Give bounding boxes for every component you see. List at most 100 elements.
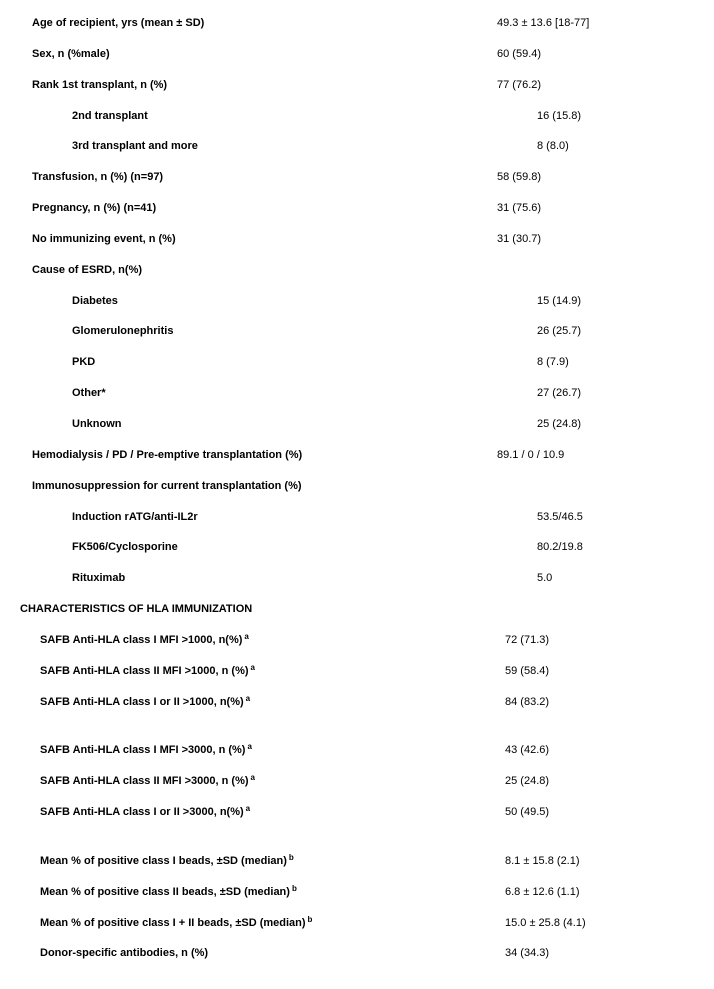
row-label-sup: b <box>306 915 313 924</box>
row-value: 59 (58.4) <box>505 664 694 679</box>
row-value: 8.1 ± 15.8 (2.1) <box>505 854 694 869</box>
row-label-sup: a <box>242 632 248 641</box>
row-label: Diabetes <box>20 294 537 309</box>
table-row: Pregnancy, n (%) (n=41) 31 (75.6) <box>20 193 694 224</box>
row-value: 27 (26.7) <box>537 386 694 401</box>
row-label: Glomerulonephritis <box>20 324 537 339</box>
table-row: Diabetes 15 (14.9) <box>20 286 694 317</box>
table-row: Transfusion, n (%) (n=97) 58 (59.8) <box>20 162 694 193</box>
row-value: 5.0 <box>537 571 694 586</box>
row-value: 89.1 / 0 / 10.9 <box>497 448 694 463</box>
table-row: FK506/Cyclosporine80.2/19.8 <box>20 532 694 563</box>
row-label-text: Pregnancy, n (%) (n=41) <box>32 202 156 214</box>
row-label: CHARACTERISTICS OF HLA IMMUNIZATION <box>20 602 485 617</box>
table-row: SAFB Anti-HLA class I MFI >3000, n (%)a4… <box>20 735 694 766</box>
row-label: 3rd transplant and more <box>20 139 537 154</box>
table-row: Rituximab 5.0 <box>20 563 694 594</box>
row-label-text: SAFB Anti-HLA class I or II >3000, n(%) <box>40 806 244 818</box>
row-label: Mean % of positive class II beads, ±SD (… <box>20 885 505 900</box>
row-label: Mean % of positive class I beads, ±SD (m… <box>20 854 505 869</box>
table-row: Other*27 (26.7) <box>20 378 694 409</box>
row-label: 2nd transplant <box>20 109 537 124</box>
row-label-text: 2nd transplant <box>72 110 148 122</box>
table-row: SAFB Anti-HLA class I or II >1000, n(%)a… <box>20 687 694 718</box>
row-value: 25 (24.8) <box>537 417 694 432</box>
row-label-sup: a <box>244 804 250 813</box>
table-row: Sex, n (%male) 60 (59.4) <box>20 39 694 70</box>
table-row: 2nd transplant16 (15.8) <box>20 101 694 132</box>
row-value: 15 (14.9) <box>537 294 694 309</box>
row-label-text: SAFB Anti-HLA class II MFI >3000, n (%) <box>40 775 249 787</box>
row-label-text: Unknown <box>72 418 122 430</box>
row-label: No immunizing event, n (%) <box>20 232 497 247</box>
row-label-text: FK506/Cyclosporine <box>72 541 178 553</box>
row-value: 50 (49.5) <box>505 805 694 820</box>
row-value: 6.8 ± 12.6 (1.1) <box>505 885 694 900</box>
row-label-text: 3rd transplant and more <box>72 140 198 152</box>
row-label: Immunosuppression for current transplant… <box>20 479 497 494</box>
row-label-text: Cause of ESRD, n(%) <box>32 264 142 276</box>
row-label-text: Rituximab <box>72 572 125 584</box>
table-row: SAFB Anti-HLA class II MFI >1000, n (%)a… <box>20 656 694 687</box>
row-label: SAFB Anti-HLA class I or II >1000, n(%)a <box>20 695 505 710</box>
table-row: Age of recipient, yrs (mean ± SD) 49.3 ± … <box>20 8 694 39</box>
row-label-sup: b <box>290 884 297 893</box>
row-label-text: Mean % of positive class I beads, ±SD (m… <box>40 855 287 867</box>
row-label-sup: a <box>245 742 251 751</box>
row-label: Sex, n (%male) <box>20 47 497 62</box>
row-value: 34 (34.3) <box>505 946 694 961</box>
row-label-text: Glomerulonephritis <box>72 325 173 337</box>
table-row: 3rd transplant and more8 (8.0) <box>20 131 694 162</box>
row-label: SAFB Anti-HLA class I or II >3000, n(%)a <box>20 805 505 820</box>
table-row: Mean % of positive class I beads, ±SD (m… <box>20 846 694 877</box>
row-value: 31 (30.7) <box>497 232 694 247</box>
table-row: Donor-specific antibodies, n (%) 34 (34.3… <box>20 938 694 969</box>
row-value: 60 (59.4) <box>497 47 694 62</box>
row-label: Hemodialysis / PD / Pre-emptive transpla… <box>20 448 497 463</box>
row-value: 72 (71.3) <box>505 633 694 648</box>
table-row: Mean % of positive class I + II beads, ±… <box>20 908 694 939</box>
table-row: No immunizing event, n (%) 31 (30.7) <box>20 224 694 255</box>
table-row: Rank 1st transplant, n (%) 77 (76.2) <box>20 70 694 101</box>
row-label-text: Diabetes <box>72 295 118 307</box>
row-label: Rank 1st transplant, n (%) <box>20 78 497 93</box>
row-value: 49.3 ± 13.6 [18-77] <box>497 16 694 31</box>
row-label-text: Rank 1st transplant, n (%) <box>32 79 167 91</box>
row-label-text: SAFB Anti-HLA class I or II >1000, n(%) <box>40 696 244 708</box>
table-row: Unknown 25 (24.8) <box>20 409 694 440</box>
table-row: CHARACTERISTICS OF HLA IMMUNIZATION <box>20 594 694 625</box>
row-label-text: Sex, n (%male) <box>32 48 110 60</box>
row-label-sup: a <box>244 694 250 703</box>
row-label-sup: a <box>249 773 255 782</box>
row-label: Pregnancy, n (%) (n=41) <box>20 201 497 216</box>
table-row: SAFB Anti-HLA class II MFI >3000, n (%)a… <box>20 766 694 797</box>
table-row: Mean % of positive class II beads, ±SD (… <box>20 877 694 908</box>
row-value: 84 (83.2) <box>505 695 694 710</box>
table-row: Hemodialysis / PD / Pre-emptive transpla… <box>20 440 694 471</box>
row-label: Donor-specific antibodies, n (%) <box>20 946 505 961</box>
row-label-sup: a <box>249 663 255 672</box>
row-label: Mean % of positive class I + II beads, ±… <box>20 916 505 931</box>
row-label: Induction rATG/anti-IL2r <box>20 510 537 525</box>
table-row: SAFB Anti-HLA class I or II >3000, n(%)a… <box>20 797 694 828</box>
row-value: 31 (75.6) <box>497 201 694 216</box>
table-row: Immunosuppression for current transplant… <box>20 471 694 502</box>
row-label: SAFB Anti-HLA class II MFI >3000, n (%)a <box>20 774 505 789</box>
row-label-text: Age of recipient, yrs (mean ± SD) <box>32 17 204 29</box>
row-label-text: PKD <box>72 356 95 368</box>
row-value: 43 (42.6) <box>505 743 694 758</box>
table-row: Cause of ESRD, n(%) <box>20 255 694 286</box>
row-value: 58 (59.8) <box>497 170 694 185</box>
table-row: SAFB Anti-HLA class I MFI >1000, n(%)a 72… <box>20 625 694 656</box>
row-value: 53.5/46.5 <box>537 510 694 525</box>
table-row: Glomerulonephritis26 (25.7) <box>20 316 694 347</box>
row-label-text: SAFB Anti-HLA class I MFI >1000, n(%) <box>40 634 242 646</box>
row-label-text: No immunizing event, n (%) <box>32 233 176 245</box>
row-label: SAFB Anti-HLA class I MFI >3000, n (%)a <box>20 743 505 758</box>
row-label-text: Transfusion, n (%) (n=97) <box>32 171 163 183</box>
row-value: 77 (76.2) <box>497 78 694 93</box>
row-label-text: CHARACTERISTICS OF HLA IMMUNIZATION <box>20 603 252 615</box>
row-label: Age of recipient, yrs (mean ± SD) <box>20 16 497 31</box>
row-label-text: SAFB Anti-HLA class I MFI >3000, n (%) <box>40 744 245 756</box>
row-label-text: Donor-specific antibodies, n (%) <box>40 947 208 959</box>
